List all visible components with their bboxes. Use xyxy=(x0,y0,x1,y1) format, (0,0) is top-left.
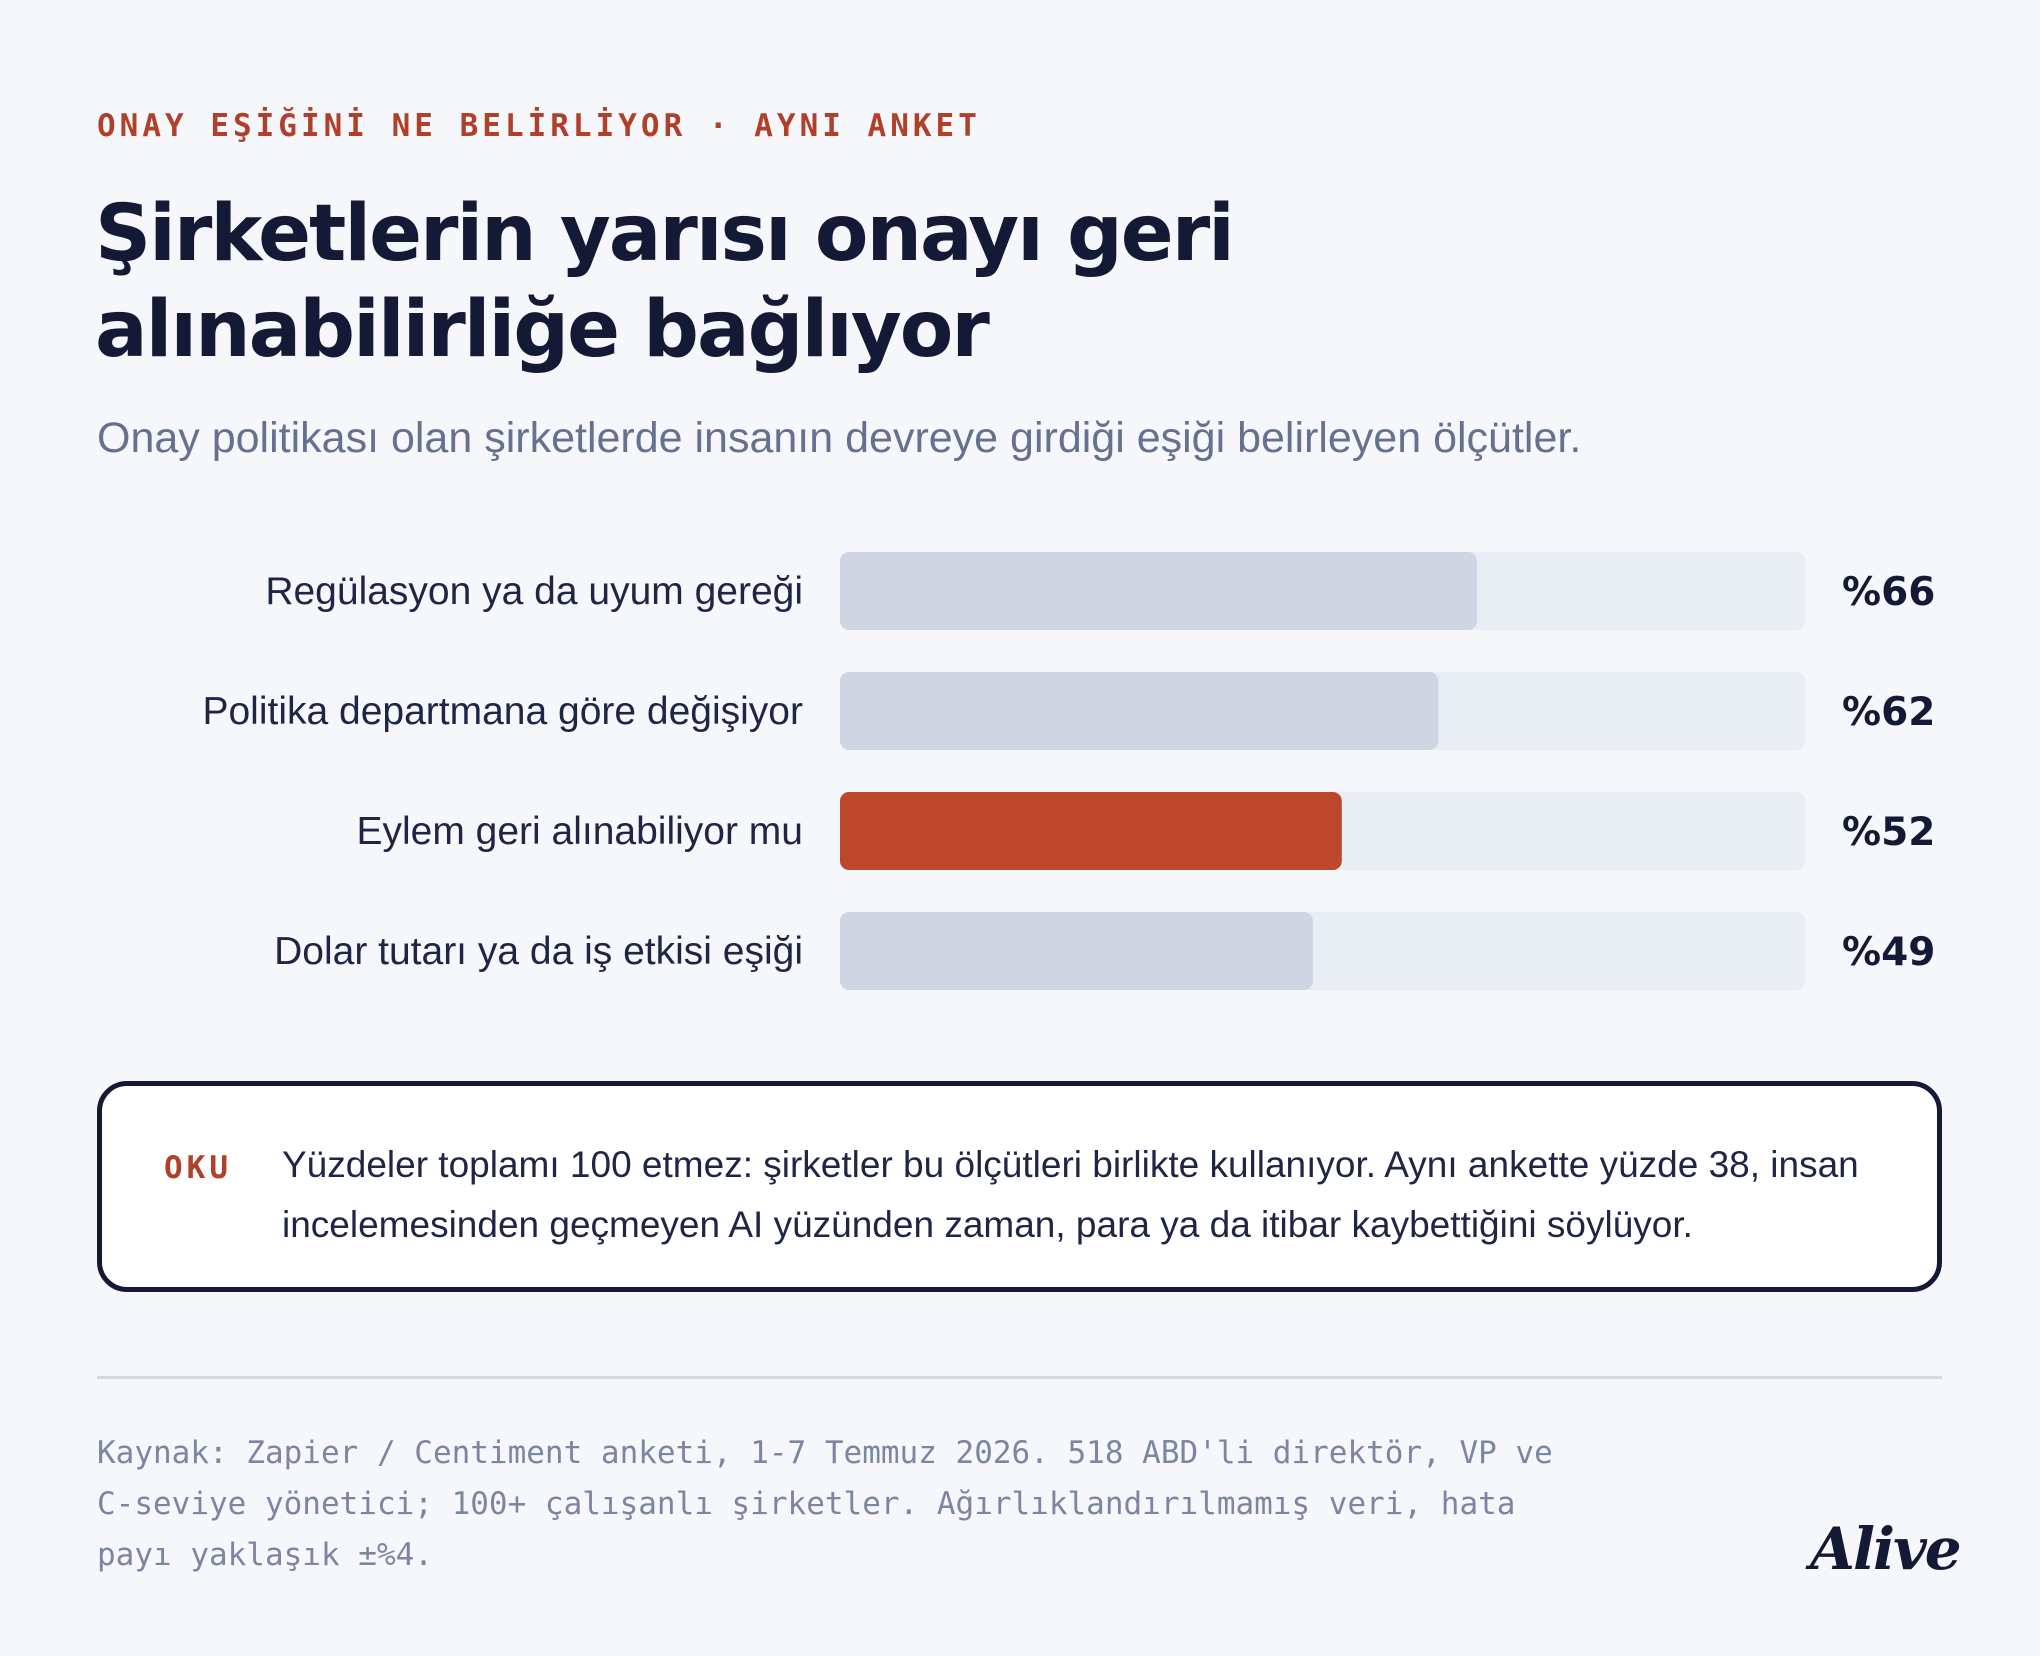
footer-divider xyxy=(97,1376,1942,1379)
category-label-politika-departmana-go-re-deg-is-iyor: Politika departmana göre değişiyor xyxy=(202,690,803,733)
bar-track-politika-departmana-go-re-deg-is-iyor xyxy=(840,672,1805,750)
reading-note: OKU Yüzdeler toplamı 100 etmez: şirketle… xyxy=(97,1081,1942,1292)
chart-subtitle: Onay politikası olan şirketlerde insanın… xyxy=(97,414,1582,462)
bar-track-eylem-geri-al-nabiliyor-mu xyxy=(840,792,1805,870)
bar-regu-lasyon-ya-da-uyum-gereg-i xyxy=(840,552,1477,630)
bar-politika-departmana-go-re-deg-is-iyor xyxy=(840,672,1439,750)
brand-logo: Alive xyxy=(1810,1515,1962,1583)
note-tag: OKU xyxy=(164,1150,232,1186)
value-label-politika-departmana-go-re-deg-is-iyor: %62 xyxy=(1842,690,1935,735)
value-label-eylem-geri-al-nabiliyor-mu: %52 xyxy=(1842,810,1935,855)
category-label-eylem-geri-al-nabiliyor-mu: Eylem geri alınabiliyor mu xyxy=(356,810,803,853)
chart-kicker: ONAY EŞİĞİNİ NE BELİRLİYOR · AYNI ANKET xyxy=(97,108,981,144)
source-note: Kaynak: Zapier / Centiment anketi, 1-7 T… xyxy=(97,1435,1553,1573)
bar-eylem-geri-al-nabiliyor-mu xyxy=(840,792,1342,870)
bar-track-dolar-tutar-ya-da-is-etkisi-es-ig-i xyxy=(840,912,1805,990)
note-text: Yüzdeler toplamı 100 etmez: şirketler bu… xyxy=(282,1144,1859,1245)
value-label-regu-lasyon-ya-da-uyum-gereg-i: %66 xyxy=(1842,570,1935,615)
category-label-regu-lasyon-ya-da-uyum-gereg-i: Regülasyon ya da uyum gereği xyxy=(265,570,803,613)
bar-track-regu-lasyon-ya-da-uyum-gereg-i xyxy=(840,552,1805,630)
bar-dolar-tutar-ya-da-is-etkisi-es-ig-i xyxy=(840,912,1313,990)
category-label-dolar-tutar-ya-da-is-etkisi-es-ig-i: Dolar tutarı ya da iş etkisi eşiği xyxy=(274,930,803,973)
chart-title: Şirketlerin yarısı onayı geri alınabilir… xyxy=(95,189,1235,375)
value-label-dolar-tutar-ya-da-is-etkisi-es-ig-i: %49 xyxy=(1842,930,1935,975)
